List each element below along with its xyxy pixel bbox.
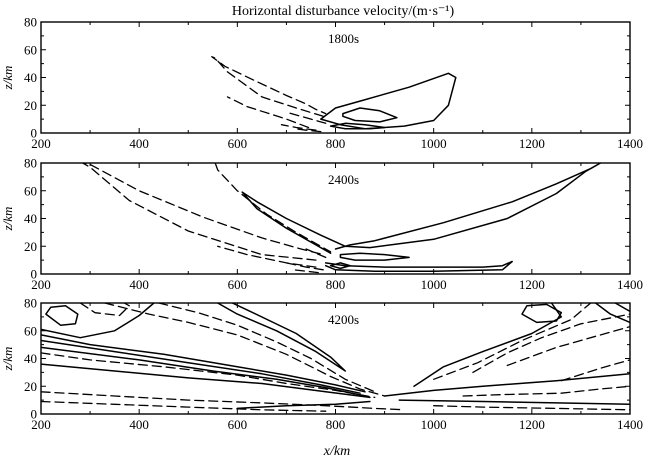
x-tick-label: 1200 [519, 417, 545, 432]
negative-contour [433, 405, 630, 411]
time-label: 1800s [328, 31, 359, 46]
negative-contour [506, 325, 630, 367]
negative-contour [214, 163, 332, 253]
positive-contour [329, 122, 386, 130]
positive-contour [41, 363, 371, 399]
negative-contour [217, 245, 317, 268]
negative-contour [79, 303, 130, 317]
y-tick-label: 20 [24, 239, 37, 254]
negative-contour [285, 262, 324, 271]
negative-contour [295, 128, 322, 133]
x-tick-label: 1400 [617, 417, 643, 432]
positive-contour [594, 303, 630, 324]
contour-lines [41, 303, 630, 412]
time-label: 2400s [328, 172, 359, 187]
positive-contour [521, 303, 563, 324]
positive-contour [413, 303, 563, 388]
time-label: 4200s [328, 312, 359, 327]
negative-contour [472, 313, 630, 374]
positive-contour [216, 303, 347, 372]
negative-contour [305, 248, 327, 259]
positive-contour [241, 163, 602, 254]
y-tick-label: 0 [31, 267, 38, 282]
y-tick-label: 40 [24, 211, 37, 226]
positive-contour [41, 303, 155, 339]
negative-contour [41, 391, 405, 411]
positive-contour [383, 373, 630, 397]
negative-contour [226, 96, 310, 129]
negative-contour [158, 303, 376, 393]
y-tick-label: 80 [24, 156, 37, 171]
panel-4200s: 200 400 600 800 1000 1200 1400 0 20 40 60 80 z/km 420… [0, 296, 643, 433]
positive-contour [41, 346, 366, 397]
negative-contour [285, 111, 327, 124]
y-tick-label: 40 [24, 351, 37, 366]
y-tick-label: 80 [24, 15, 37, 30]
contour-lines [82, 163, 602, 274]
y-tick-label: 40 [24, 70, 37, 85]
positive-contour [614, 303, 630, 313]
figure-title: Horizontal disturbance velocity/(m·s⁻¹) [232, 4, 455, 19]
x-tick-label: 1000 [421, 136, 447, 151]
y-tick-label: 60 [24, 183, 37, 198]
x-tick-label: 1000 [421, 277, 447, 292]
positive-contour [329, 262, 351, 270]
x-tick-label: 800 [326, 136, 346, 151]
panel-1800s: 200 400 600 800 1000 1200 1400 0 20 40 60 80 z/km 180… [0, 15, 643, 152]
x-tick-label: 200 [31, 277, 51, 292]
contour-lines [211, 56, 457, 133]
x-tick-label: 1000 [421, 417, 447, 432]
y-axis-label: z/km [0, 347, 15, 372]
x-tick-label: 600 [228, 136, 248, 151]
x-tick-label: 200 [31, 417, 51, 432]
positive-contour [342, 107, 398, 123]
negative-contour [104, 303, 386, 397]
positive-contour [398, 399, 630, 406]
positive-contour [41, 334, 366, 393]
positive-contour [324, 260, 513, 272]
negative-contour [280, 124, 317, 131]
y-tick-label: 0 [31, 407, 38, 422]
positive-contour [45, 305, 79, 326]
x-tick-label: 800 [326, 417, 346, 432]
y-tick-label: 60 [24, 323, 37, 338]
negative-contour [560, 359, 630, 382]
x-tick-label: 400 [129, 417, 149, 432]
y-axis-label: z/km [0, 207, 15, 232]
y-tick-label: 20 [24, 379, 37, 394]
positive-contour [339, 252, 410, 261]
negative-contour [41, 400, 327, 412]
x-tick-label: 600 [228, 417, 248, 432]
panel-2400s: 200 400 600 800 1000 1200 1400 0 20 40 60 80 z/km 240… [0, 156, 643, 293]
x-tick-label: 1400 [617, 277, 643, 292]
y-axis-label: z/km [0, 66, 15, 91]
y-tick-label: 0 [31, 126, 38, 141]
negative-contour [211, 56, 327, 117]
y-tick-label: 80 [24, 296, 37, 311]
x-axis-label: x/km [323, 444, 350, 458]
x-tick-label: 400 [129, 277, 149, 292]
x-tick-label: 1400 [617, 136, 643, 151]
x-tick-label: 200 [31, 136, 51, 151]
x-tick-label: 600 [228, 277, 248, 292]
negative-contour [293, 269, 319, 274]
y-tick-label: 20 [24, 98, 37, 113]
y-tick-label: 60 [24, 42, 37, 57]
negative-contour [433, 303, 592, 380]
negative-contour [82, 163, 324, 261]
negative-contour [41, 352, 376, 399]
negative-contour [462, 385, 630, 397]
x-tick-label: 400 [129, 136, 149, 151]
x-tick-label: 800 [326, 277, 346, 292]
positive-contour [41, 339, 361, 394]
x-tick-label: 1200 [519, 277, 545, 292]
x-tick-label: 1200 [519, 136, 545, 151]
